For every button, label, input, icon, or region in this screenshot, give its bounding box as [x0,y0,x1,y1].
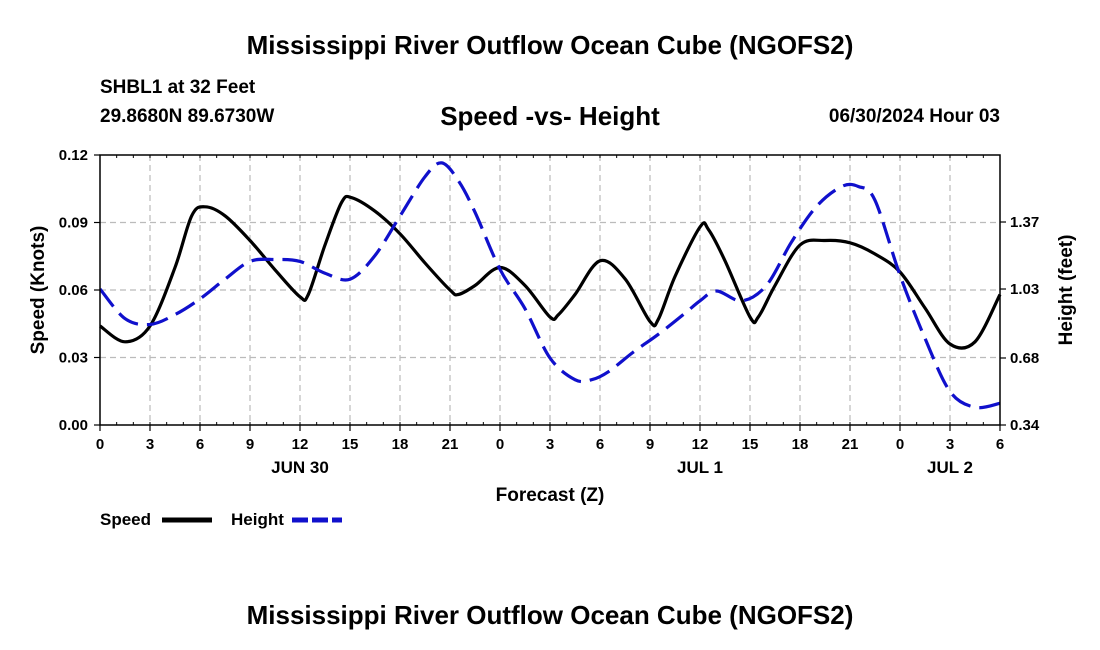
date-label: JUN 30 [271,458,329,477]
chart-main-title: Mississippi River Outflow Ocean Cube (NG… [246,30,854,60]
x-axis-label: Forecast (Z) [496,485,605,506]
date-label: JUL 2 [927,458,973,477]
date-label: JUL 1 [677,458,723,477]
x-tick-label: 15 [342,436,359,453]
height-series-line [98,161,1001,410]
x-tick-label: 12 [292,436,309,453]
station-label: SHBL1 at 32 Feet [100,77,256,98]
x-tick-label: 9 [246,436,254,453]
footer-title: Mississippi River Outflow Ocean Cube (NG… [246,600,854,630]
x-tick-label: 6 [196,436,204,453]
y-tick-label: 0.12 [59,147,88,164]
x-tick-label: 0 [496,436,504,453]
y-axis-label: Speed (Knots) [28,226,49,355]
legend-label-height: Height [231,510,284,529]
y2-axis-label: Height (feet) [1056,235,1077,346]
x-tick-label: 6 [596,436,604,453]
y2-tick-label: 0.68 [1010,350,1039,367]
y2-tick-label: 1.37 [1010,214,1039,231]
x-tick-label: 3 [146,436,154,453]
x-tick-label: 21 [842,436,859,453]
speed-series-line [99,194,1002,350]
x-tick-label: 18 [392,436,409,453]
x-tick-label: 3 [946,436,954,453]
x-tick-label: 9 [646,436,654,453]
y2-tick-label: 0.34 [1010,417,1040,434]
x-tick-label: 15 [742,436,759,453]
x-tick-label: 21 [442,436,459,453]
legend: Speed Height [100,510,342,529]
x-tick-label: 3 [546,436,554,453]
x-tick-label: 6 [996,436,1004,453]
x-tick-label: 0 [896,436,904,453]
coordinates-label: 29.8680N 89.6730W [100,106,275,127]
chart-subtitle: Speed -vs- Height [440,101,660,131]
y-tick-label: 0.03 [59,350,88,367]
x-tick-label: 18 [792,436,809,453]
y-tick-label: 0.06 [59,282,88,299]
y-tick-label: 0.00 [59,417,88,434]
y-tick-label: 0.09 [59,215,88,232]
x-tick-label: 12 [692,436,709,453]
x-tick-label: 0 [96,436,104,453]
legend-label-speed: Speed [100,510,151,529]
y2-tick-label: 1.03 [1010,281,1039,298]
forecast-date-label: 06/30/2024 Hour 03 [828,106,1000,127]
